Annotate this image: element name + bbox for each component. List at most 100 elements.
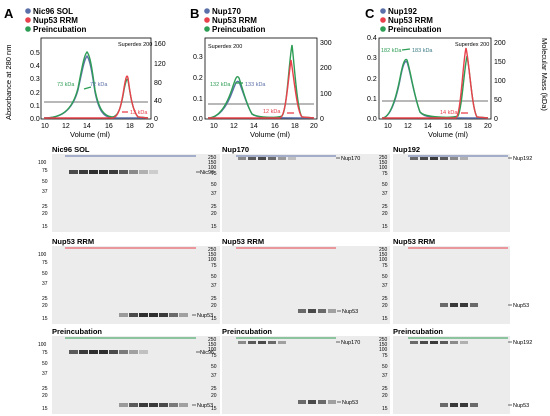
chart-a-y2tick-80: 80 [154,80,162,87]
gel-a3-mw-37: 37 [42,371,48,377]
gel-band [69,350,78,354]
chart-b-y2tick-100: 100 [320,91,332,98]
gel-a3-markers: 100 75 50 37 25 20 15 [38,342,48,412]
gel-b2-mw-50: 50 [211,274,217,280]
chart-c-xtick-18: 18 [464,123,472,130]
gel-a3-title: Preincubation [52,327,102,336]
gel-b2-mw-100: 100 [208,257,217,263]
gel-c2-mw-25: 25 [382,296,388,302]
chart-b-peak-label-2: 133 kDa [245,82,266,88]
gel-a2-mw-37: 37 [42,281,48,287]
gel-a3-mw-100: 100 [38,342,47,348]
chart-b-y2tick-300: 300 [320,40,332,47]
gel-b1-mw-50: 50 [211,182,217,188]
gel-band [440,157,448,160]
gel-b3-mw-50: 50 [211,364,217,370]
gel-c3-mw-37: 37 [382,373,388,379]
gel-band [149,403,158,407]
chart-b-ytick-1: 0.1 [193,96,203,103]
gel-band [328,400,336,404]
gel-band [460,341,468,344]
chart-a-y2tick-160: 160 [154,41,166,48]
chart-a-ytick-2: 0.2 [30,90,40,97]
chart-c-ytick-4: 0.4 [367,35,377,42]
gel-a1-mw-25: 25 [42,204,48,210]
gel-c1-band-row: Nup192 [410,156,532,162]
gel-b1-band-label: Nup170 [341,156,360,162]
gel-a2-mw-15: 15 [42,316,48,322]
gel-band [79,170,88,174]
chart-c-ytick-0: 0.0 [367,116,377,123]
chart-b-xtick-12: 12 [230,123,238,130]
chart-a-xtick-14: 14 [83,123,91,130]
gel-c3-mw-20: 20 [382,393,388,399]
gel-b3-mw-75: 75 [211,353,217,359]
chart-a-ytick-4: 0.4 [30,63,40,70]
chart-b-peak-label-3: 12 kDa [263,109,281,115]
legend-c: Nup192 Nup53 RRM Preincubation [380,7,441,34]
gel-b1-mw-37: 37 [211,191,217,197]
chart-c-y2tick-50: 50 [494,97,502,104]
gel-band [248,157,256,160]
gel-b2-title: Nup53 RRM [222,237,264,246]
gel-band [298,400,306,404]
chart-a-peak-label-2: 72 kDa [90,82,108,88]
gel-band [109,350,118,354]
gel-band [460,157,468,160]
gel-c2-mw-50: 50 [382,274,388,280]
gel-a3-mw-75: 75 [42,350,48,356]
legend-a-item-2: Nup53 RRM [33,16,78,25]
chart-b-xtick-16: 16 [271,123,279,130]
gel-band [248,341,256,344]
gel-b1-mw-25: 25 [211,204,217,210]
gel-band [410,157,418,160]
legend-c-marker-red [380,17,386,23]
gel-b3-mw-150: 150 [208,342,217,348]
gel-a3-mw-20: 20 [42,393,48,399]
gel-c1-mw-150: 150 [379,160,388,166]
chart-b-peak-label-1: 132 kDa [210,82,231,88]
chart-a-ytick-1: 0.1 [30,103,40,110]
gel-b2-mw-150: 150 [208,252,217,258]
y-axis-title-right: Molecular Mass (kDa) [540,38,549,111]
gel-band [139,350,148,354]
chart-a: Superdex 200 0.0 0.1 0.2 0.3 0.4 0.5 0 4… [30,37,166,130]
gel-a2-mw-100: 100 [38,252,47,258]
gel-b2-band-label: Nup53 [342,309,358,315]
gel-c1-band-label: Nup192 [513,156,532,162]
legend-a-item-3: Preincubation [33,25,86,34]
x-axis-title-a: Volume (ml) [70,130,111,139]
gel-band [159,403,168,407]
gel-b1-markers: 250 150 100 75 50 37 25 20 15 [208,155,217,230]
chart-b-xtick-10: 10 [210,123,218,130]
gel-band [149,313,158,317]
gel-band [169,403,178,407]
gel-band [410,341,418,344]
gel-a3-mw-15: 15 [42,406,48,412]
gel-band [308,309,316,313]
gel-a2-mw-25: 25 [42,296,48,302]
legend-a-marker-green [25,26,31,32]
gel-c1-mw-75: 75 [382,171,388,177]
chart-b-ytick-0: 0.0 [193,116,203,123]
gel-band [440,303,448,307]
gel-c3-mw-50: 50 [382,364,388,370]
gel-a1-mw-100: 100 [38,160,47,166]
gel-band [258,341,266,344]
gel-b2-mw-20: 20 [211,303,217,309]
chart-b-frame [204,37,318,120]
gel-a1-mw-50: 50 [42,179,48,185]
gel-b1-mw-250: 250 [208,155,217,161]
gel-band [268,157,276,160]
legend-c-item-3: Preincubation [388,25,441,34]
chart-b-line-green [207,44,315,119]
gel-band [139,170,148,174]
gel-b3-mw-25: 25 [211,386,217,392]
gel-band [129,170,138,174]
gel-a2-title: Nup53 RRM [52,237,94,246]
chart-a-xtick-18: 18 [126,123,134,130]
gel-a2-mw-75: 75 [42,260,48,266]
panel-letter-c: C [365,6,375,21]
gel-band [238,341,246,344]
